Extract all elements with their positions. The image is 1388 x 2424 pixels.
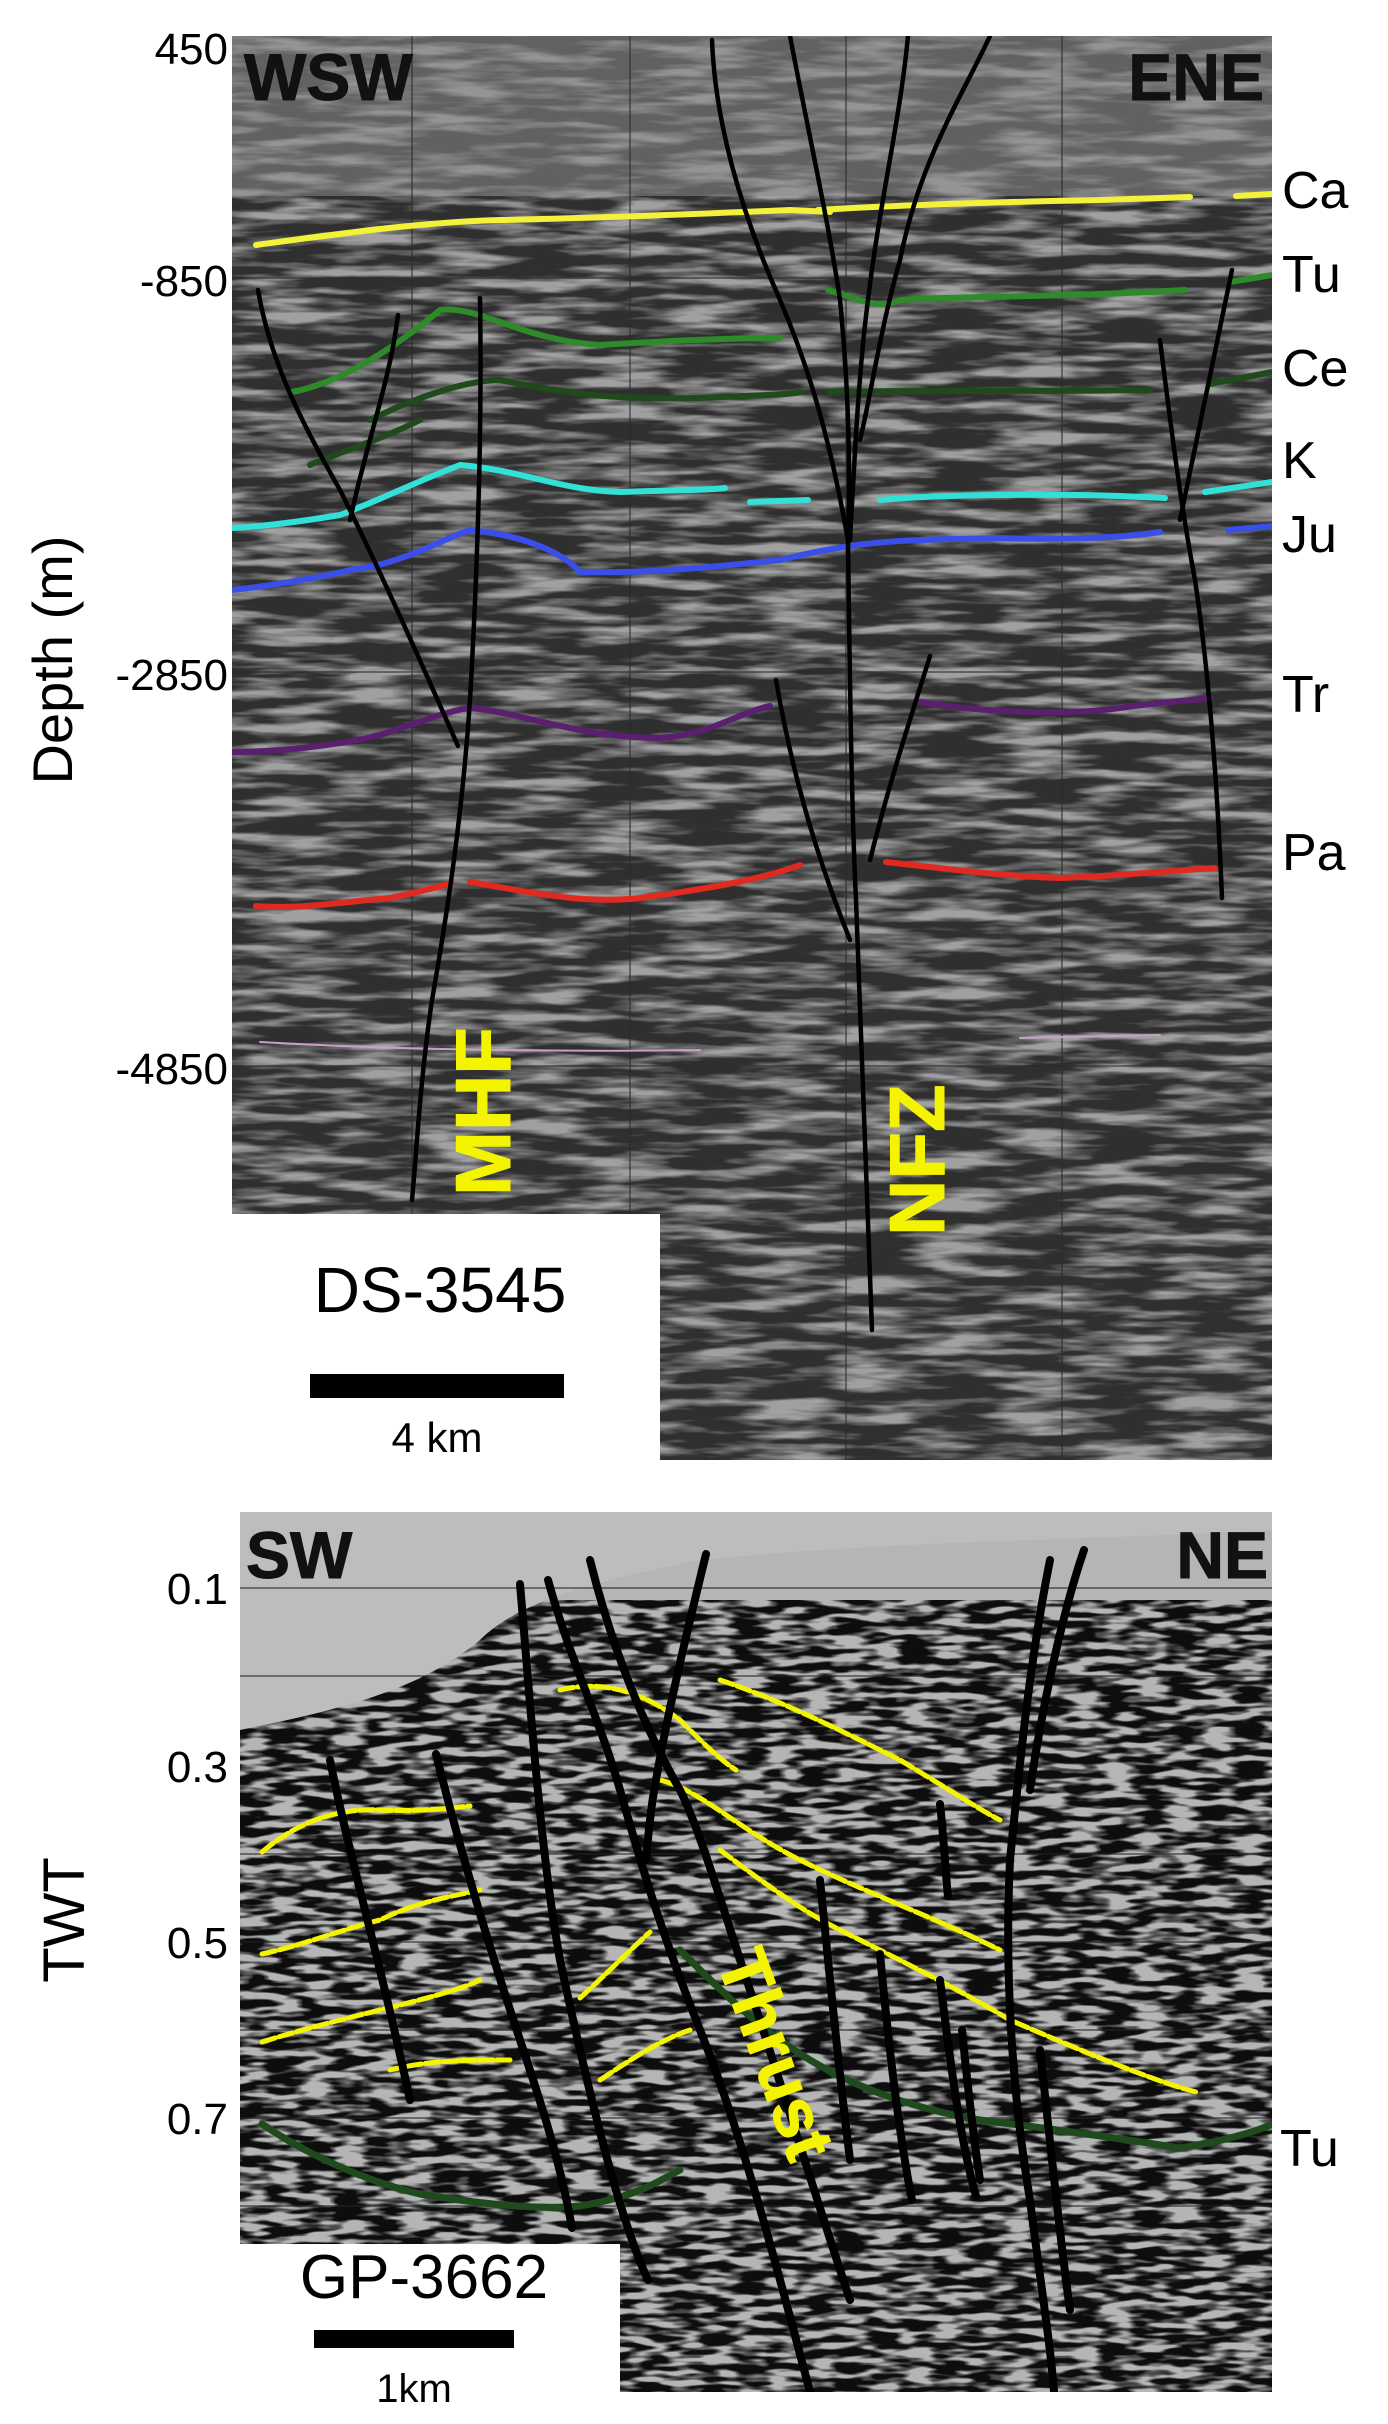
fault-nfz-3	[847, 36, 911, 543]
fault-mhf	[255, 287, 461, 749]
bottom-ytick-1: 0.1	[167, 1565, 228, 1614]
horizon-pa	[253, 859, 1218, 910]
horizon-label-tu: Tu	[1282, 246, 1341, 304]
bottom-grid	[240, 1587, 1272, 2207]
fault-nfz-2	[787, 36, 852, 543]
horizon-tu-1	[825, 272, 1272, 308]
top-line-name: DS-3545	[314, 1254, 567, 1326]
horizon-label-ca: Ca	[1282, 162, 1349, 220]
fault-nfz-main	[845, 537, 875, 1333]
bottom-ytick-4: 0.7	[167, 2095, 228, 2144]
top-scale-bar	[310, 1374, 564, 1398]
top-scale-label: 4 km	[391, 1414, 482, 1461]
top-ytick-3: -2850	[115, 651, 228, 700]
bottom-ytick-2: 0.3	[167, 1743, 228, 1792]
horizon-faint	[259, 1034, 1161, 1052]
horizon-ju	[232, 523, 1272, 593]
top-ytick-4: -4850	[115, 1045, 228, 1094]
horizon-label-pa: Pa	[1282, 824, 1346, 882]
bottom-horizon-label-tu: Tu	[1280, 2120, 1339, 2178]
horizon-ce-1	[367, 376, 803, 423]
top-orientation-right: ENE	[1128, 40, 1264, 114]
bottom-ytick-3: 0.5	[167, 1919, 228, 1968]
horizon-label-tr: Tr	[1282, 666, 1329, 724]
bottom-scale-bar	[314, 2330, 514, 2348]
top-horizons	[232, 191, 1272, 1052]
top-orientation-left: WSW	[244, 40, 413, 114]
bottom-line-name: GP-3662	[300, 2243, 548, 2312]
bottom-y-axis-label: TWT	[32, 1857, 97, 1983]
top-faults	[255, 36, 1235, 1333]
horizon-k-2	[747, 479, 1272, 505]
bottom-orientation-left: SW	[246, 1518, 353, 1592]
horizon-label-k: K	[1282, 432, 1317, 490]
fault-nfz-4	[857, 36, 993, 443]
fault-east-1	[1157, 337, 1225, 901]
top-seismic-panel: WSW ENE 450 -850 -2850 -4850 Depth (m) C…	[21, 25, 1349, 1461]
fault-nfz-left	[773, 677, 853, 943]
bottom-faults	[326, 1546, 1088, 2392]
top-ytick-2: -850	[140, 257, 228, 306]
top-ytick-1: 450	[155, 25, 228, 74]
fault-label-mhf: MHF	[439, 1027, 527, 1196]
fault-nfz-1	[709, 37, 851, 543]
bottom-orientation-right: NE	[1176, 1518, 1268, 1592]
fault-nfz-right	[867, 653, 933, 863]
top-y-axis-label: Depth (m)	[21, 536, 84, 785]
fault-mhf-splay	[347, 312, 401, 523]
bottom-scale-label: 1km	[376, 2367, 452, 2411]
bottom-water-column	[240, 1512, 1272, 1730]
horizon-ca	[253, 191, 1272, 248]
fault-mhf-main	[409, 295, 483, 1203]
fault-label-nfz: NFZ	[873, 1084, 961, 1236]
horizon-ce-3	[307, 417, 423, 468]
horizon-tu-2	[289, 306, 783, 395]
horizon-label-ju: Ju	[1282, 506, 1337, 564]
horizon-k-1	[232, 461, 728, 531]
top-seismic-texture	[232, 36, 1272, 1460]
horizon-label-ce: Ce	[1282, 340, 1348, 398]
fault-east-2	[1177, 267, 1235, 523]
bottom-seismic-panel: SW NE 0.1 0.3 0.5 0.7 TWT Tu Thrust GP-3…	[32, 1512, 1339, 2411]
